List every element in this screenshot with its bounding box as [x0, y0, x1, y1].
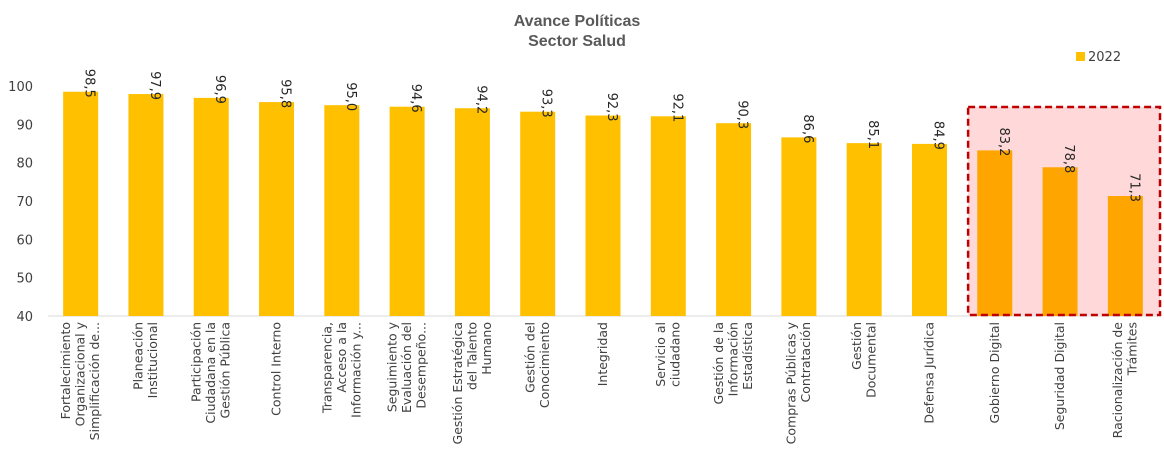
category-label: Seguimiento y — [385, 321, 400, 412]
data-label: 94,2 — [473, 85, 488, 114]
bar — [585, 115, 621, 317]
category-label: Simplificación de... — [87, 322, 102, 440]
bar — [454, 108, 490, 316]
category-label: Fortalecimiento — [58, 322, 73, 419]
data-label: 92,1 — [669, 93, 684, 122]
bar — [324, 105, 360, 317]
data-label: 94,6 — [408, 84, 423, 113]
category-label: Racionalización de — [1110, 322, 1125, 439]
data-label: 71,3 — [1126, 173, 1141, 202]
data-label: 78,8 — [1061, 144, 1076, 173]
bar — [193, 97, 229, 316]
category-label: Participación — [189, 322, 204, 402]
bar — [911, 143, 947, 316]
category-label: Gestión de la — [711, 322, 726, 405]
category-label: Institucional — [145, 322, 160, 398]
bar — [1107, 196, 1143, 316]
bar — [846, 143, 882, 316]
category-label: Estadística — [740, 322, 755, 390]
category-label: Gestión del — [522, 322, 537, 393]
data-label: 95,0 — [343, 82, 358, 111]
category-label: Integridad — [595, 322, 610, 386]
category-label: Gobierno Digital — [987, 322, 1002, 423]
bar — [1042, 167, 1078, 316]
category-label: Conocimiento — [537, 322, 552, 408]
bar — [650, 116, 686, 317]
bar — [781, 137, 817, 316]
legend-swatch-2022 — [1076, 52, 1085, 61]
category-label: Gestión Estratégica — [450, 322, 465, 444]
data-label: 93,3 — [539, 89, 554, 118]
data-label: 96,9 — [212, 75, 227, 104]
category-label: Transparencia, — [319, 322, 334, 414]
category-label: Seguridad Digital — [1052, 322, 1067, 430]
category-label: Acceso a la — [334, 322, 349, 393]
data-label: 83,2 — [996, 127, 1011, 156]
data-label: 86,6 — [800, 114, 815, 143]
category-label: Trámites — [1125, 322, 1140, 376]
legend-label-2022: 2022 — [1088, 50, 1121, 65]
highlight-border — [966, 105, 1162, 317]
category-label: Control Interno — [269, 322, 284, 416]
category-label: Información y... — [348, 322, 363, 418]
bar — [389, 106, 425, 316]
bar — [63, 91, 99, 316]
y-tick-label: 40 — [16, 310, 33, 325]
legend: 2022 — [1076, 50, 1121, 65]
y-tick-label: 90 — [16, 118, 33, 133]
y-tick-label: 60 — [16, 233, 33, 248]
category-label: Servicio al — [653, 322, 668, 387]
bar — [128, 94, 164, 316]
data-label: 95,8 — [278, 79, 293, 108]
data-label: 85,1 — [865, 120, 880, 149]
category-label: Humano — [479, 322, 494, 375]
category-label: Compras Públicas y — [784, 321, 799, 444]
category-label: ciudadano — [668, 322, 683, 387]
category-label: Organizacional y — [73, 321, 88, 426]
data-label: 98,5 — [82, 69, 97, 98]
category-label: Información — [726, 322, 741, 396]
category-label: Documental — [863, 322, 878, 398]
category-label: Ciudadana en la — [203, 322, 218, 424]
y-tick-label: 100 — [8, 80, 33, 95]
data-label: 90,3 — [735, 100, 750, 129]
category-label: Desempeño... — [414, 322, 429, 409]
bar — [977, 150, 1013, 316]
bar — [716, 123, 752, 316]
bar — [520, 111, 556, 316]
y-tick-label: 50 — [16, 272, 33, 287]
chart-title-line-1: Avance Políticas — [514, 13, 641, 30]
chart-title-line-2: Sector Salud — [528, 33, 626, 50]
category-label: Gestión Pública — [218, 322, 233, 418]
category-label: Contratación — [798, 322, 813, 402]
bar — [259, 102, 295, 316]
plot-area: 40 50 60 70 80 90 100 98,5 Fortalecimiento Organi… — [8, 69, 1162, 444]
y-tick-label: 80 — [16, 157, 33, 172]
category-label: Evaluación del — [399, 322, 414, 413]
data-label: 84,9 — [930, 121, 945, 150]
data-label: 97,9 — [147, 71, 162, 100]
data-label: 92,3 — [604, 93, 619, 122]
y-tick-label: 70 — [16, 195, 33, 210]
category-label: Gestión — [849, 322, 864, 370]
category-label: Defensa Jurídica — [921, 322, 936, 424]
category-label: Planeación — [131, 322, 146, 390]
category-label: del Talento — [464, 322, 479, 390]
